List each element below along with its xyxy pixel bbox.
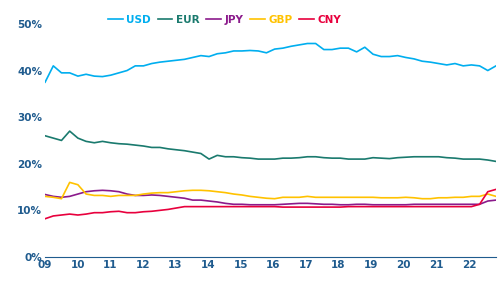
CNY — [206, 205, 212, 208]
Line: EUR: EUR — [45, 131, 496, 161]
CNY — [42, 217, 48, 220]
GBP — [403, 196, 409, 199]
JPY — [337, 203, 343, 206]
CNY — [50, 214, 56, 218]
Line: GBP: GBP — [45, 182, 496, 199]
JPY — [50, 195, 56, 198]
EUR — [50, 136, 56, 140]
USD — [296, 43, 302, 47]
USD — [345, 46, 351, 50]
CNY — [337, 205, 343, 209]
USD — [206, 55, 212, 58]
GBP — [50, 196, 56, 199]
USD — [42, 80, 48, 84]
GBP — [493, 195, 499, 198]
JPY — [313, 202, 319, 206]
GBP — [354, 196, 360, 199]
USD — [50, 64, 56, 68]
JPY — [493, 198, 499, 202]
GBP — [313, 196, 319, 199]
JPY — [403, 203, 409, 206]
USD — [395, 54, 401, 57]
CNY — [386, 205, 392, 208]
CNY — [321, 205, 327, 209]
JPY — [214, 200, 220, 204]
CNY — [493, 188, 499, 191]
EUR — [42, 134, 48, 138]
JPY — [42, 193, 48, 196]
JPY — [354, 203, 360, 206]
USD — [493, 64, 499, 68]
EUR — [67, 129, 73, 133]
GBP — [67, 181, 73, 184]
EUR — [305, 155, 311, 159]
GBP — [222, 191, 228, 194]
GBP — [59, 197, 65, 200]
JPY — [247, 203, 253, 206]
CNY — [296, 205, 302, 209]
Line: CNY: CNY — [45, 190, 496, 219]
EUR — [345, 157, 351, 161]
EUR — [395, 156, 401, 159]
GBP — [42, 195, 48, 198]
Legend: USD, EUR, JPY, GBP, CNY: USD, EUR, JPY, GBP, CNY — [108, 15, 341, 25]
EUR — [329, 157, 335, 160]
GBP — [337, 196, 343, 199]
JPY — [100, 189, 106, 192]
EUR — [493, 160, 499, 163]
USD — [329, 48, 335, 51]
Line: USD: USD — [45, 44, 496, 82]
EUR — [214, 154, 220, 157]
USD — [305, 42, 311, 45]
Line: JPY: JPY — [45, 190, 496, 205]
